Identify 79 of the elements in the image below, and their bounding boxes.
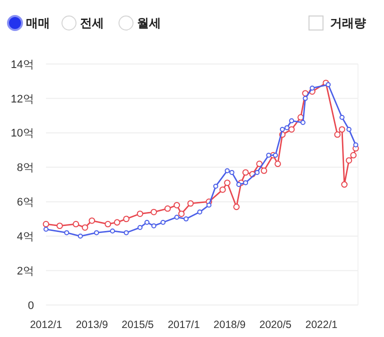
y-tick-label: 8억 [16,162,34,174]
point [88,217,96,224]
point [236,182,242,187]
point [56,222,63,230]
x-tick-label: 2020/5 [259,319,292,331]
point [233,204,240,210]
point [104,220,112,228]
x-tick-label: 2017/1 [168,319,200,331]
point [206,202,212,208]
point [341,181,348,188]
point [310,86,315,91]
point [78,234,83,239]
text: 거래량 [330,16,366,30]
point [346,126,352,132]
y-tick-label: 2억 [16,265,34,278]
point [144,220,150,225]
point [114,219,120,226]
y-tick-label: 10억 [10,128,34,140]
point [346,157,352,164]
point [184,216,189,222]
point [197,210,202,215]
point [82,224,88,231]
point [289,118,294,124]
point [326,82,331,88]
y-tick-label: 14억 [10,58,34,71]
point [300,120,306,126]
x-tick-label: 2012/1 [30,319,62,331]
point [164,205,171,212]
text: 매매 [26,16,50,30]
point [136,210,144,217]
point [110,228,115,234]
point [256,160,263,168]
point [224,180,230,186]
point [151,223,156,228]
point [229,170,234,175]
y-tick-label: 6억 [16,196,34,209]
point [219,186,226,193]
point [243,180,248,186]
point [338,126,346,133]
point [350,152,357,158]
point [302,96,308,101]
point [224,168,230,174]
point [138,225,143,230]
point [174,202,180,208]
point [280,126,285,132]
text: 월세 [137,16,161,30]
x-tick-label: 2015/5 [122,319,154,331]
point [72,220,80,228]
point [254,170,260,175]
point [160,220,166,225]
point [272,152,278,158]
point [94,230,100,236]
x-tick-label: 2013/9 [76,319,108,331]
y-tick-label: 0 [28,300,34,312]
point [123,216,130,222]
point [274,160,281,168]
point [150,208,158,216]
point [288,126,295,133]
x-tick-label: 2018/9 [214,319,246,331]
point [242,169,249,176]
point [44,226,48,232]
point [213,184,218,189]
y-tick-label: 12억 [10,93,34,106]
point [178,210,185,217]
point [334,131,341,138]
point [284,125,290,130]
y-tick-label: 4억 [16,230,34,243]
point [124,230,129,236]
point [297,114,304,121]
point [174,214,180,220]
point [266,152,272,158]
point [187,200,194,207]
point [353,142,358,148]
text: 전세 [80,16,104,30]
point [260,168,268,174]
point [340,114,345,120]
point [64,230,70,236]
point [42,220,50,228]
x-tick-label: 2022/1 [305,319,338,331]
